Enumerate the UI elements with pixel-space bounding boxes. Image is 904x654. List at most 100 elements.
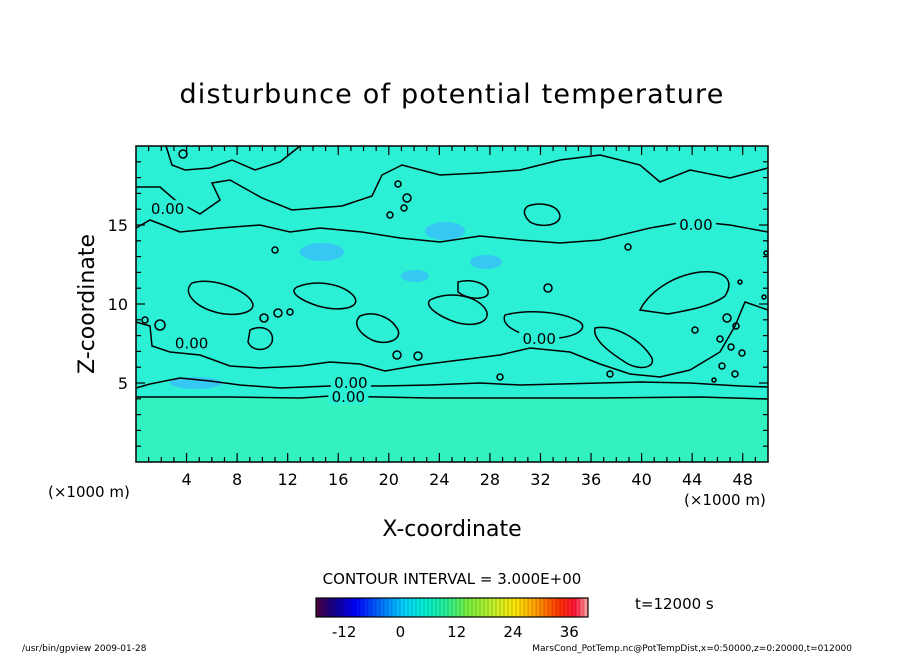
contour-label-bg <box>330 374 371 390</box>
colorbar-segment <box>448 598 453 617</box>
footer-program: /usr/bin/gpview 2009-01-28 <box>22 644 147 654</box>
colorbar-segment <box>324 598 329 617</box>
contour-line <box>135 301 769 378</box>
x-tick-label: 28 <box>480 470 500 489</box>
colorbar-tick-label: 36 <box>560 623 579 641</box>
x-tick-label: 12 <box>278 470 298 489</box>
contour-lines <box>135 145 769 400</box>
contour-island <box>737 279 743 285</box>
contour-line <box>136 395 769 400</box>
contour-label: 0.00 <box>175 335 208 353</box>
colorbar-segment <box>456 598 461 617</box>
colorbar-segment <box>520 598 525 617</box>
x-tick-label: 24 <box>429 470 449 489</box>
colorbar-segment <box>572 598 577 617</box>
colorbar-segment <box>416 598 421 617</box>
cool-patch <box>300 243 344 261</box>
x-unit-right: (×1000 m) <box>684 491 766 509</box>
colorbar-tick-label: 12 <box>447 623 466 641</box>
contour-island <box>286 308 294 316</box>
colorbar-segment <box>408 598 413 617</box>
field-lower-layer <box>136 398 768 462</box>
x-tick-label: 8 <box>232 470 242 489</box>
colorbar-segment <box>432 598 437 617</box>
colorbar-segment <box>388 598 393 617</box>
contour-island <box>402 193 412 203</box>
colorbar-segment <box>580 598 585 617</box>
contour-line <box>356 313 400 344</box>
contour-island <box>711 377 717 383</box>
colorbar-segment <box>500 598 505 617</box>
colorbar-segment <box>504 598 509 617</box>
time-label: t=12000 s <box>635 595 714 613</box>
contour-island <box>496 373 504 381</box>
footer-source: MarsCond_PotTemp.nc@PotTempDist,x=0:5000… <box>532 644 852 654</box>
colorbar-segment <box>556 598 561 617</box>
x-tick-label: 32 <box>530 470 550 489</box>
chart-title: disturbunce of potential temperature <box>179 79 724 110</box>
colorbar-segment <box>560 598 565 617</box>
colorbar-segment <box>496 598 501 617</box>
colorbar-segment <box>476 598 481 617</box>
contour-island <box>718 362 726 370</box>
colorbar-segment <box>392 598 397 617</box>
contour-line <box>165 145 301 171</box>
colorbar-segment <box>348 598 353 617</box>
colorbar-frame <box>315 597 589 618</box>
y-tick-label: 10 <box>108 295 128 314</box>
colorbar-segment <box>360 598 365 617</box>
contour-island <box>259 313 269 323</box>
colorbar-segment <box>376 598 381 617</box>
colorbar-segment <box>404 598 409 617</box>
colorbar-segment <box>336 598 341 617</box>
colorbar-segment <box>508 598 513 617</box>
contour-line <box>457 280 489 299</box>
contour-line <box>523 203 561 227</box>
colorbar-segment <box>452 598 457 617</box>
contour-island <box>732 322 740 330</box>
colorbar-segment <box>344 598 349 617</box>
x-axis-label: X-coordinate <box>382 517 521 542</box>
contour-label-bg <box>675 216 716 232</box>
contour-label-bg <box>171 334 212 351</box>
colorbar-segment <box>524 598 529 617</box>
contour-island <box>386 211 394 219</box>
contour-island <box>624 243 632 251</box>
x-tick-label: 40 <box>631 470 651 489</box>
colorbar-segment <box>356 598 361 617</box>
colorbar-segment <box>384 598 389 617</box>
colorbar-segment <box>584 598 589 617</box>
cool-patch <box>470 255 502 269</box>
contour-island <box>543 283 553 293</box>
contour-line <box>503 311 584 339</box>
contour-island <box>731 370 739 378</box>
contour-line <box>247 326 274 351</box>
contour-island <box>273 308 283 318</box>
contour-label: 0.00 <box>679 216 712 234</box>
x-tick-label: 48 <box>733 470 753 489</box>
x-tick-label: 4 <box>181 470 191 489</box>
colorbar-tick-label: -12 <box>332 623 357 641</box>
colorbar-segment <box>564 598 569 617</box>
colorbar-segment <box>492 598 497 617</box>
colorbar-segment <box>428 598 433 617</box>
colorbar-segment <box>380 598 385 617</box>
colorbar-segment <box>424 598 429 617</box>
colorbar-segment <box>528 598 533 617</box>
colorbar-segment <box>532 598 537 617</box>
colorbar-ticks: -12 0 12 24 36 <box>332 623 579 641</box>
contour-line <box>187 280 254 316</box>
x-tick-label: 20 <box>379 470 399 489</box>
contour-island <box>722 313 732 323</box>
contour-label-bg <box>519 329 560 346</box>
plot-area: 0.000.000.00 0.000.000.00 <box>135 145 769 463</box>
colorbar-tick-label: 0 <box>396 623 406 641</box>
colorbar-segment <box>460 598 465 617</box>
colorbar-segment <box>568 598 573 617</box>
x-axis: 4 8 12 16 20 24 28 32 36 40 44 48 <box>148 146 756 489</box>
colorbar-segment <box>396 598 401 617</box>
contour-island <box>691 326 699 334</box>
colorbar-segment <box>548 598 553 617</box>
colorbar-segment <box>352 598 357 617</box>
